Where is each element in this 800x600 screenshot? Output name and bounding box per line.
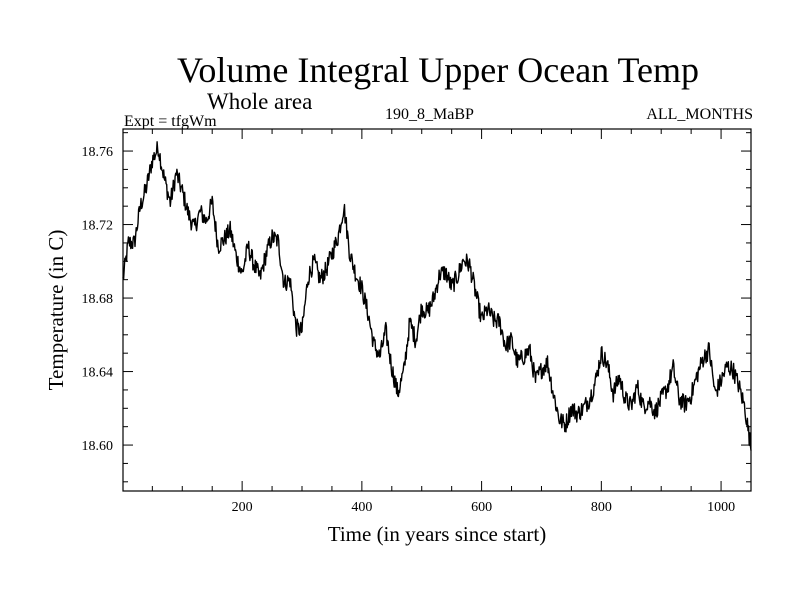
y-tick-label: 18.76 [82, 145, 114, 160]
x-axis-title: Time (in years since start) [328, 522, 547, 546]
axis-ticks [123, 129, 751, 491]
axis-tick-labels: 200 400 600 800 1000 18.60 18.64 18.68 18.72 18.7… [82, 145, 736, 515]
series-line-tfgWm [122, 141, 752, 451]
y-tick-label: 18.68 [82, 292, 114, 307]
x-tick-label: 400 [351, 500, 372, 515]
plot-frame [122, 128, 752, 492]
y-axis-title: Temperature (in C) [44, 230, 68, 391]
x-tick-label: 200 [232, 500, 253, 515]
x-tick-label: 1000 [707, 500, 735, 515]
series-layer [122, 141, 752, 451]
chart-subtitle: Whole area [207, 89, 313, 114]
y-tick-label: 18.60 [82, 439, 114, 454]
y-tick-label: 18.72 [82, 219, 114, 234]
period-label: 190_8_MaBP [385, 106, 474, 123]
chart-title: Volume Integral Upper Ocean Temp [177, 50, 699, 90]
experiment-label: Expt = tfgWm [124, 113, 217, 130]
x-tick-label: 600 [471, 500, 492, 515]
y-tick-label: 18.64 [82, 366, 114, 381]
x-tick-label: 800 [591, 500, 612, 515]
months-label: ALL_MONTHS [646, 106, 753, 123]
